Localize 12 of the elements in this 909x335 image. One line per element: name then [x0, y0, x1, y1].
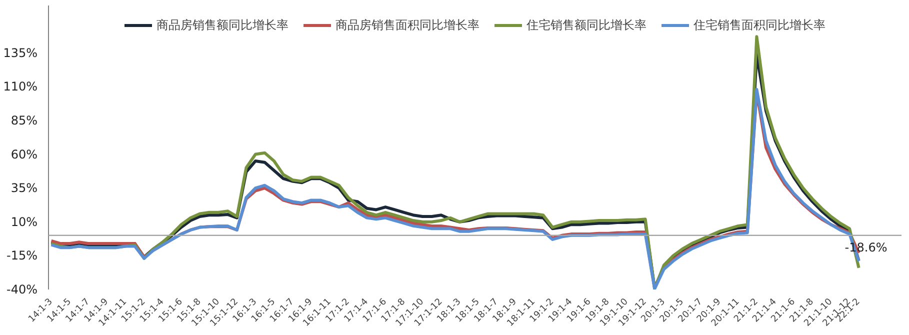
legend-label: 商品房销售面积同比增长率 — [336, 16, 480, 34]
y-tick-label: -40% — [6, 282, 38, 296]
legend-label: 住宅销售额同比增长率 — [526, 16, 646, 34]
y-tick-label: -15% — [6, 248, 38, 263]
y-tick-label: 135% — [3, 46, 38, 60]
y-tick-label: 110% — [3, 80, 38, 94]
y-tick-label: 85% — [10, 113, 38, 128]
legend-label: 住宅销售面积同比增长率 — [694, 16, 826, 34]
y-tick-label: 60% — [10, 147, 38, 162]
legend-label: 商品房销售额同比增长率 — [156, 16, 288, 34]
y-tick-label: 10% — [10, 214, 38, 229]
y-tick-label: 35% — [10, 181, 38, 196]
